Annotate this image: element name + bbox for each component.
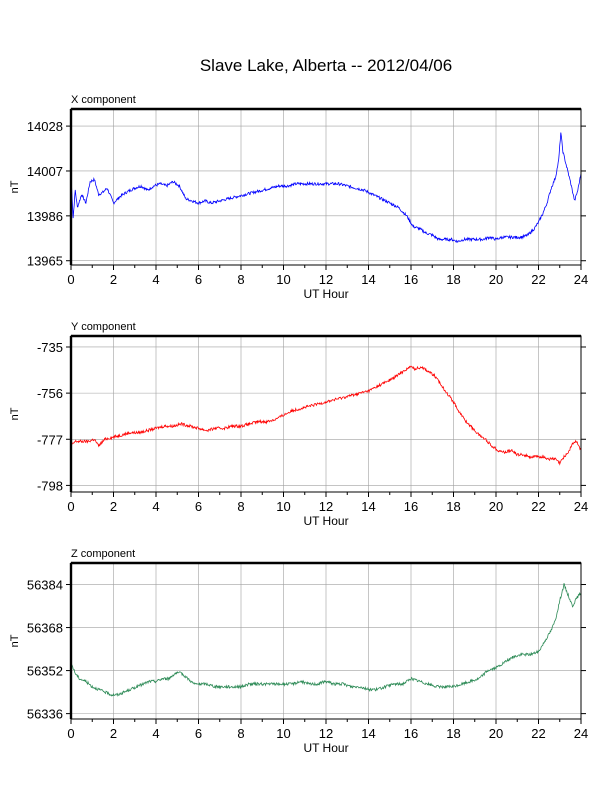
x-tick-label: 22: [531, 499, 545, 514]
y-tick-label: -777: [37, 432, 63, 447]
y-axis-label: nT: [9, 634, 21, 647]
x-tick-label: 16: [404, 499, 418, 514]
x-tick-label: 20: [489, 272, 503, 287]
y-tick-label: 56352: [27, 664, 63, 679]
x-tick-label: 2: [110, 726, 117, 741]
x-tick-label: 6: [195, 499, 202, 514]
x-tick-label: 0: [67, 499, 74, 514]
x-tick-label: 22: [531, 272, 545, 287]
y-tick-label: 13986: [27, 209, 63, 224]
x-tick-label: 8: [237, 272, 244, 287]
y-tick-label: 56384: [27, 578, 63, 593]
x-tick-label: 0: [67, 726, 74, 741]
page-title: Slave Lake, Alberta -- 2012/04/06: [199, 56, 453, 75]
x-tick-label: 6: [195, 272, 202, 287]
x-tick-label: 14: [361, 499, 375, 514]
x-tick-label: 10: [276, 499, 290, 514]
x-tick-label: 12: [319, 272, 333, 287]
x-tick-label: 24: [574, 726, 588, 741]
x-tick-label: 4: [152, 726, 159, 741]
x-tick-label: 24: [574, 272, 588, 287]
x-tick-label: 24: [574, 499, 588, 514]
y-tick-label: 14007: [27, 164, 63, 179]
x-tick-label: 20: [489, 726, 503, 741]
series-line: [70, 132, 582, 244]
panel-label: Y component: [71, 321, 136, 333]
x-axis-label: UT Hour: [303, 287, 348, 301]
x-axis-label: UT Hour: [303, 514, 348, 528]
x-tick-label: 12: [319, 499, 333, 514]
x-tick-label: 14: [361, 272, 375, 287]
x-tick-label: 4: [152, 272, 159, 287]
y-tick-label: -798: [37, 478, 63, 493]
x-tick-label: 18: [446, 726, 460, 741]
y-tick-label: -735: [37, 340, 63, 355]
y-tick-label: 56336: [27, 707, 63, 722]
y-axis-label: nT: [9, 407, 21, 420]
x-tick-label: 4: [152, 499, 159, 514]
series-line: [70, 583, 582, 697]
panel-label: X component: [71, 94, 136, 106]
y-tick-label: -756: [37, 386, 63, 401]
x-tick-label: 20: [489, 499, 503, 514]
x-tick-label: 2: [110, 499, 117, 514]
x-tick-label: 0: [67, 272, 74, 287]
x-tick-label: 2: [110, 272, 117, 287]
x-tick-label: 18: [446, 499, 460, 514]
x-tick-label: 10: [276, 272, 290, 287]
x-tick-label: 8: [237, 499, 244, 514]
series-line: [70, 365, 582, 466]
x-tick-label: 10: [276, 726, 290, 741]
y-tick-label: 13965: [27, 254, 63, 269]
y-axis-label: nT: [9, 180, 21, 193]
y-tick-label: 56368: [27, 621, 63, 636]
x-tick-label: 16: [404, 272, 418, 287]
x-tick-label: 8: [237, 726, 244, 741]
x-axis-label: UT Hour: [303, 741, 348, 755]
panel-label: Z component: [71, 548, 135, 560]
y-tick-label: 14028: [27, 119, 63, 134]
x-tick-label: 22: [531, 726, 545, 741]
x-tick-label: 14: [361, 726, 375, 741]
x-tick-label: 18: [446, 272, 460, 287]
x-tick-label: 12: [319, 726, 333, 741]
x-tick-label: 6: [195, 726, 202, 741]
x-tick-label: 16: [404, 726, 418, 741]
